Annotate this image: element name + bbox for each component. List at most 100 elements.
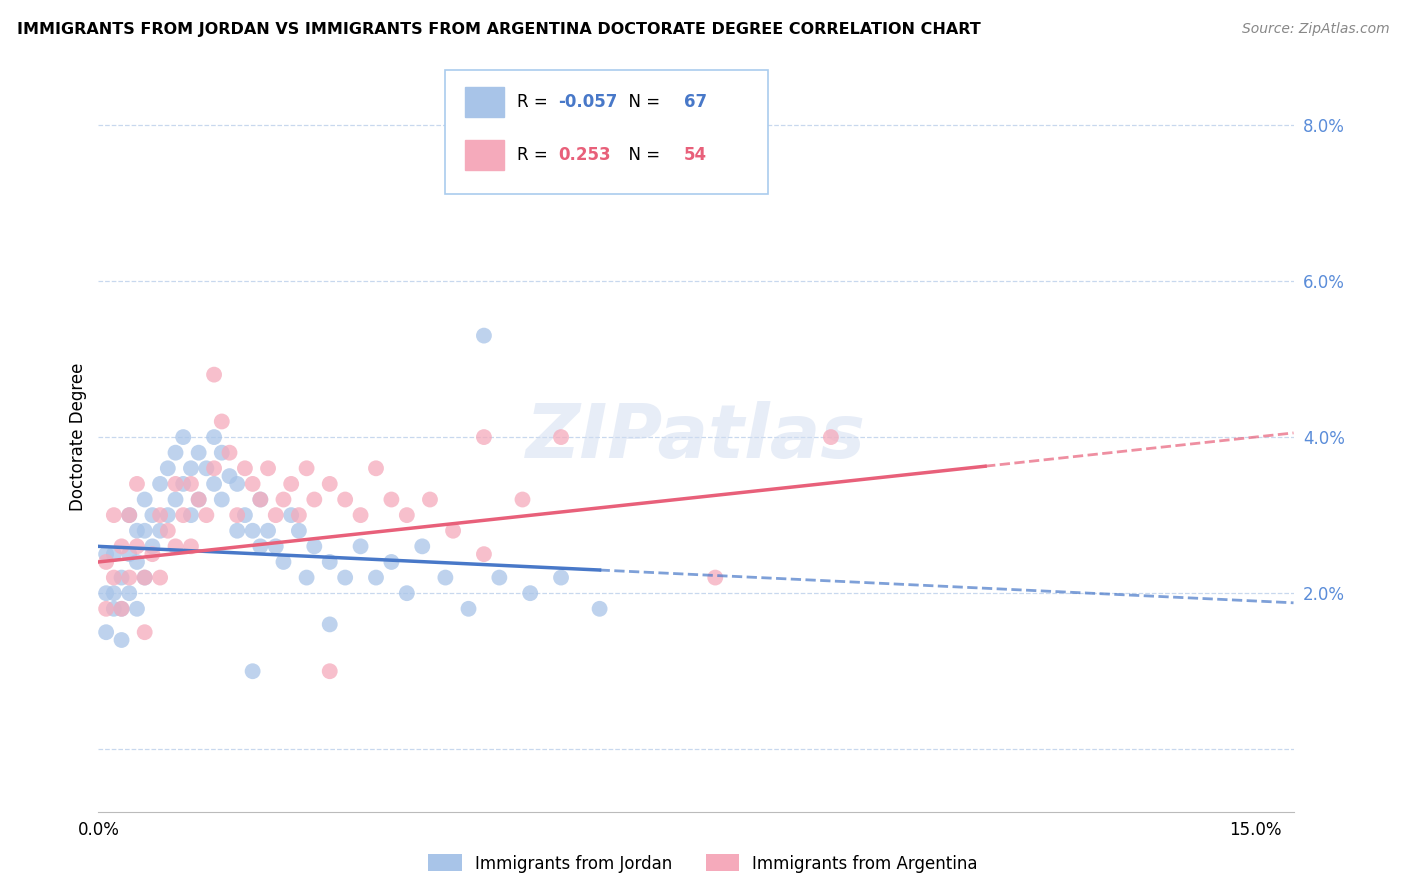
Point [264,539,287,553]
Text: Source: ZipAtlas.com: Source: ZipAtlas.com [1241,22,1389,37]
Point [118,586,141,600]
Point [103,547,125,561]
Point [165,476,187,491]
Point [195,461,218,475]
Point [257,461,280,475]
Point [202,476,225,491]
Point [273,555,295,569]
Point [94,602,117,616]
Point [165,539,187,553]
Point [304,539,326,553]
Point [319,555,342,569]
Text: 0.253: 0.253 [558,145,612,163]
Point [419,492,441,507]
Point [94,555,117,569]
Bar [465,87,503,117]
Point [172,508,194,523]
Point [395,508,418,523]
Text: ZIPatlas: ZIPatlas [526,401,866,474]
Point [233,461,256,475]
Point [141,539,163,553]
Point [288,524,311,538]
Point [156,508,179,523]
Legend: Immigrants from Jordan, Immigrants from Argentina: Immigrants from Jordan, Immigrants from … [422,847,984,880]
Bar [465,140,503,169]
Point [226,476,249,491]
Point [195,508,218,523]
Point [364,571,387,585]
Point [295,461,318,475]
Point [550,430,572,444]
Point [187,492,209,507]
Point [512,492,534,507]
Point [149,508,172,523]
Point [472,328,495,343]
Point [202,461,225,475]
Point [288,508,311,523]
Point [94,625,117,640]
Point [319,476,342,491]
Point [187,492,209,507]
Text: N =: N = [619,93,665,112]
Point [218,469,240,483]
Point [264,508,287,523]
Y-axis label: Doctorate Degree: Doctorate Degree [69,363,87,511]
Point [349,508,371,523]
Point [134,625,156,640]
Point [472,547,495,561]
Point [273,492,295,507]
Point [118,571,141,585]
Point [134,571,156,585]
Point [110,633,132,648]
Point [349,539,371,553]
Point [156,524,179,538]
Text: R =: R = [517,93,553,112]
Point [180,476,202,491]
Text: 67: 67 [685,93,707,112]
Point [588,602,610,616]
Point [103,602,125,616]
Point [110,602,132,616]
Point [156,461,179,475]
Point [472,430,495,444]
Point [118,508,141,523]
Point [134,571,156,585]
Point [141,547,163,561]
Point [211,492,233,507]
Point [141,508,163,523]
Text: N =: N = [619,145,665,163]
Point [364,461,387,475]
Point [218,446,240,460]
Point [110,602,132,616]
Point [441,524,464,538]
Point [280,476,302,491]
Point [550,571,572,585]
Point [180,539,202,553]
Point [249,492,271,507]
Point [304,492,326,507]
Point [180,461,202,475]
Point [249,492,271,507]
Point [110,539,132,553]
Point [233,508,256,523]
Point [125,476,148,491]
Point [249,539,271,553]
Point [226,508,249,523]
Point [103,571,125,585]
Point [94,547,117,561]
Text: R =: R = [517,145,558,163]
Point [149,476,172,491]
Point [395,586,418,600]
Point [149,524,172,538]
Point [125,602,148,616]
Point [434,571,457,585]
Point [134,524,156,538]
Point [118,508,141,523]
Point [103,508,125,523]
Point [180,508,202,523]
Point [165,492,187,507]
Point [172,430,194,444]
Point [94,586,117,600]
Point [295,571,318,585]
Point [257,524,280,538]
